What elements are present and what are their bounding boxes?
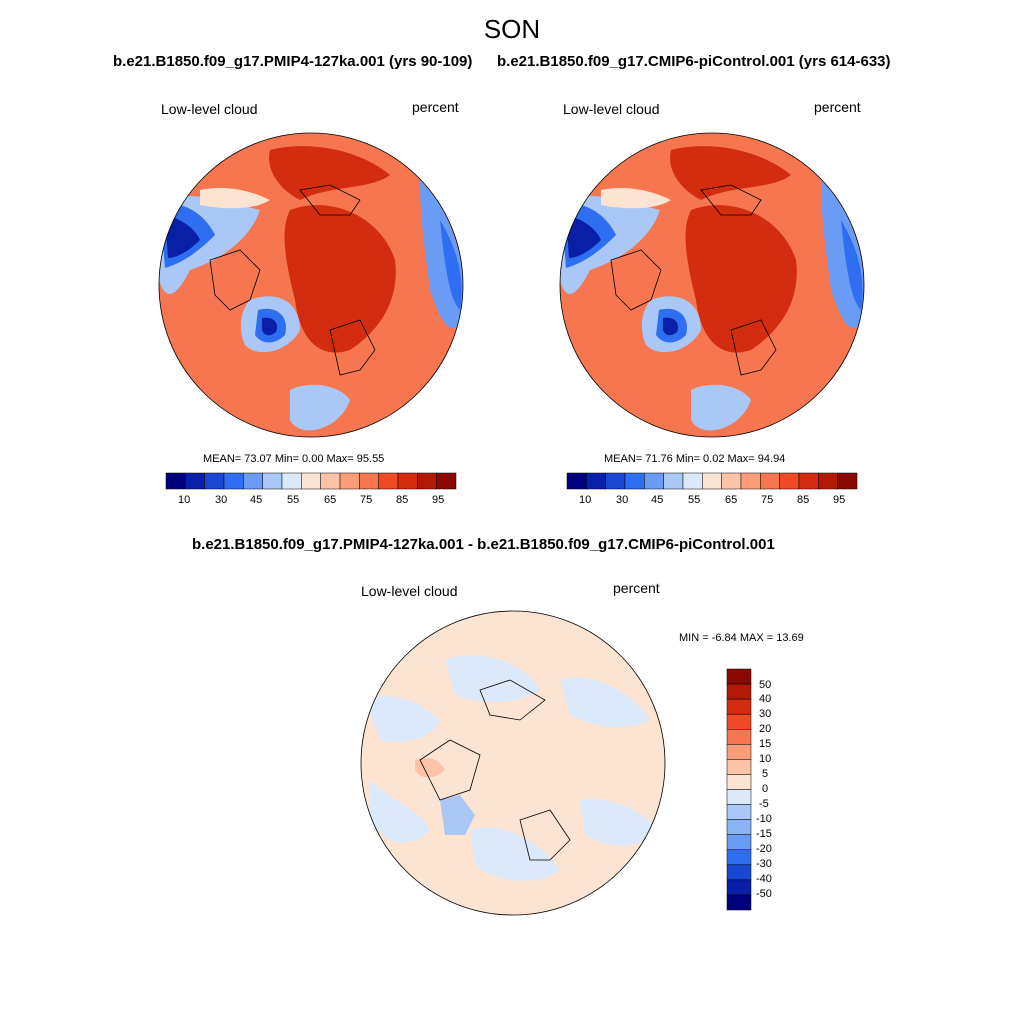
- diff-colorbar-label-neg50: -50: [756, 888, 772, 900]
- diff-colorbar-swatch-5: [726, 744, 752, 760]
- difference-title: b.e21.B1850.f09_g17.PMIP4-127ka.001 - b.…: [192, 536, 775, 553]
- diff-colorbar-label-neg5: -5: [759, 798, 769, 810]
- diff-colorbar-swatch-3: [726, 713, 752, 730]
- diff-colorbar-swatch-8: [726, 789, 752, 805]
- colorbar-1-label-65: 65: [324, 494, 337, 506]
- colorbar-1-label-85: 85: [396, 494, 409, 506]
- panel-1-units-label: percent: [412, 99, 459, 115]
- diff-colorbar-swatch-4: [726, 729, 752, 745]
- panel-2-units-label: percent: [814, 99, 861, 115]
- diff-colorbar-label-40: 40: [759, 693, 772, 705]
- colorbar-1-label-75: 75: [360, 494, 373, 506]
- panel-2-stats: MEAN= 71.76 Min= 0.02 Max= 94.94: [604, 453, 786, 465]
- diff-colorbar-label-neg10: -10: [756, 813, 772, 825]
- diff-colorbar-label-15: 15: [759, 738, 772, 750]
- diff-colorbar-swatch-2: [726, 698, 752, 715]
- colorbar-1-label-45: 45: [250, 494, 263, 506]
- panel-2-variable-label: Low-level cloud: [563, 101, 660, 117]
- colorbar-2-label-10: 10: [579, 494, 592, 506]
- diff-colorbar-swatch-11: [726, 834, 752, 850]
- diff-colorbar-label-0: 0: [762, 783, 769, 795]
- colorbar-1-label-55: 55: [287, 494, 300, 506]
- diff-colorbar-swatch-1: [726, 683, 752, 700]
- diff-colorbar-label-neg20: -20: [756, 843, 772, 855]
- colorbar-2-label-75: 75: [761, 494, 774, 506]
- colorbar-1-label-95: 95: [432, 494, 445, 506]
- difference-stats: MIN = -6.84 MAX = 13.69: [679, 632, 804, 644]
- colorbar-2-label-55: 55: [688, 494, 701, 506]
- diff-colorbar-label-5: 5: [762, 768, 769, 780]
- colorbar-2-label-45: 45: [651, 494, 664, 506]
- difference-variable-label: Low-level cloud: [361, 583, 458, 599]
- panel-1-variable-label: Low-level cloud: [161, 101, 258, 117]
- diff-colorbar-swatch-9: [726, 804, 752, 820]
- diff-colorbar-label-neg15: -15: [756, 828, 772, 840]
- diff-colorbar-label-50: 50: [759, 679, 772, 691]
- diff-colorbar-swatch-6: [726, 759, 752, 775]
- diff-colorbar-swatch-0: [726, 668, 752, 685]
- diff-colorbar-swatch-10: [726, 819, 752, 835]
- panel-1-case-title: b.e21.B1850.f09_g17.PMIP4-127ka.001 (yrs…: [113, 53, 473, 70]
- colorbar-2-label-85: 85: [797, 494, 810, 506]
- panel-1-stats: MEAN= 73.07 Min= 0.00 Max= 95.55: [203, 453, 385, 465]
- season-title: SON: [483, 14, 541, 44]
- colorbar-2-swatch-14: [837, 472, 858, 490]
- colorbar-1-swatch-14: [436, 472, 457, 490]
- colorbar-2-label-95: 95: [833, 494, 846, 506]
- diff-colorbar-label-20: 20: [759, 723, 772, 735]
- diff-colorbar-label-neg40: -40: [756, 873, 772, 885]
- diff-colorbar-label-neg30: -30: [756, 858, 772, 870]
- colorbar-1-label-30: 30: [215, 494, 228, 506]
- diff-colorbar-swatch-13: [726, 864, 752, 881]
- diff-colorbar-swatch-15: [726, 894, 752, 911]
- colorbar-2-label-30: 30: [616, 494, 629, 506]
- difference-units-label: percent: [613, 580, 660, 596]
- colorbar-2-label-65: 65: [725, 494, 738, 506]
- colorbar-1-label-10: 10: [178, 494, 191, 506]
- diff-colorbar-swatch-14: [726, 879, 752, 896]
- panel-2-case-title: b.e21.B1850.f09_g17.CMIP6-piControl.001 …: [497, 53, 891, 70]
- diff-colorbar-swatch-7: [726, 774, 752, 790]
- diff-colorbar-label-10: 10: [759, 753, 772, 765]
- diff-colorbar-swatch-12: [726, 849, 752, 866]
- diff-colorbar-label-30: 30: [759, 708, 772, 720]
